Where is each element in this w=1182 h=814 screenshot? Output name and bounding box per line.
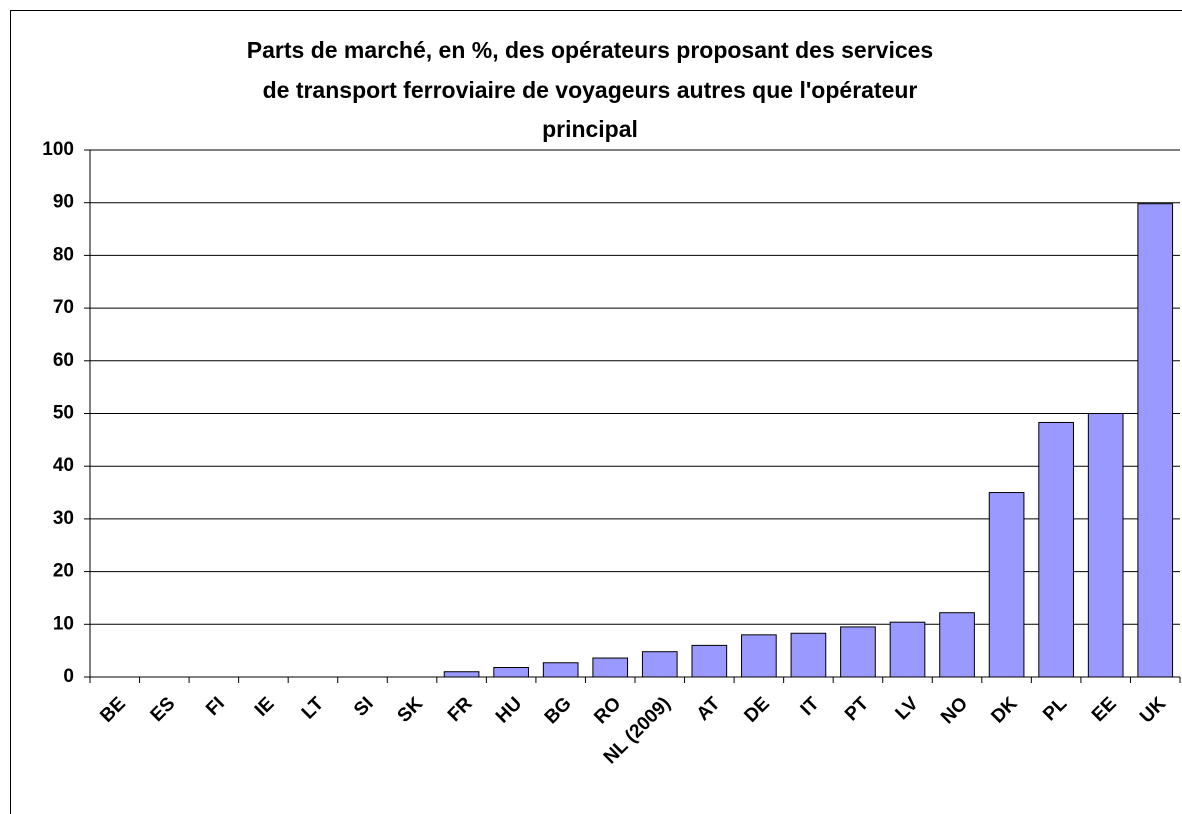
y-tick-label: 40 [53, 455, 74, 476]
y-tick-label: 50 [53, 403, 74, 424]
y-tick-label: 90 [53, 192, 74, 213]
bar [641, 651, 678, 678]
y-tick-label: 0 [63, 666, 74, 687]
y-tick-label: 70 [53, 297, 74, 318]
bar [988, 492, 1025, 678]
chart-frame [10, 10, 1182, 814]
bar [889, 621, 926, 678]
bar [1137, 203, 1174, 678]
bar [840, 626, 876, 678]
chart-title: Parts de marché, en %, des opérateurs pr… [247, 37, 933, 63]
y-tick-label: 30 [53, 508, 74, 529]
chart-title: de transport ferroviaire de voyageurs au… [263, 77, 918, 103]
y-tick-label: 60 [53, 350, 74, 371]
chart-title: principal [542, 116, 638, 142]
y-tick-label: 100 [42, 139, 74, 160]
bar [691, 644, 728, 678]
bar [493, 667, 529, 678]
bar [1087, 413, 1124, 678]
bar [443, 671, 480, 678]
bar [1038, 421, 1074, 678]
bar [790, 632, 827, 678]
y-tick-label: 10 [53, 613, 74, 634]
bar [741, 634, 777, 678]
bar [542, 662, 579, 678]
y-tick-label: 80 [53, 244, 74, 265]
bar [939, 612, 975, 678]
bar [592, 657, 629, 678]
y-tick-label: 20 [53, 561, 74, 582]
